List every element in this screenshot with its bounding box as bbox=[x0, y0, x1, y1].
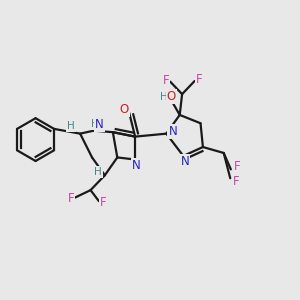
Text: F: F bbox=[234, 160, 241, 173]
Text: H: H bbox=[68, 121, 75, 131]
Text: F: F bbox=[233, 175, 239, 188]
Text: O: O bbox=[167, 90, 176, 103]
Text: N: N bbox=[95, 118, 104, 130]
Text: O: O bbox=[119, 103, 128, 116]
Text: H: H bbox=[160, 92, 168, 102]
Text: F: F bbox=[162, 74, 169, 87]
Text: H: H bbox=[94, 167, 102, 177]
Text: N: N bbox=[132, 159, 141, 172]
Text: F: F bbox=[100, 196, 106, 209]
Text: H: H bbox=[91, 119, 98, 129]
Text: N: N bbox=[169, 125, 177, 138]
Text: F: F bbox=[68, 192, 74, 205]
Text: N: N bbox=[180, 155, 189, 168]
Text: F: F bbox=[196, 73, 202, 86]
